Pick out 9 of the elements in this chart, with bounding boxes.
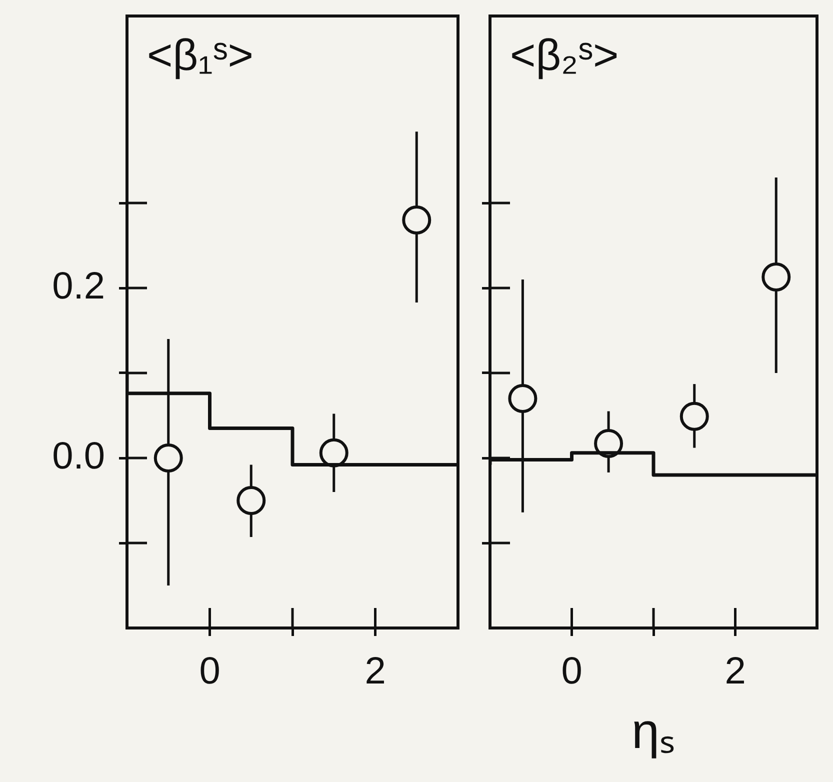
chart-title: <β₁ˢ>: [147, 31, 254, 80]
x-axis-title: ηₛ: [632, 702, 676, 759]
x-tick-label: 0: [199, 650, 220, 692]
x-tick-label: 2: [724, 650, 746, 692]
chart-title: <β₂ˢ>: [510, 31, 619, 80]
y-tick-label: 0.0: [52, 435, 105, 478]
x-tick-label: 2: [364, 650, 386, 692]
x-tick-label: 0: [561, 650, 582, 692]
y-tick-label: 0.2: [52, 265, 105, 308]
